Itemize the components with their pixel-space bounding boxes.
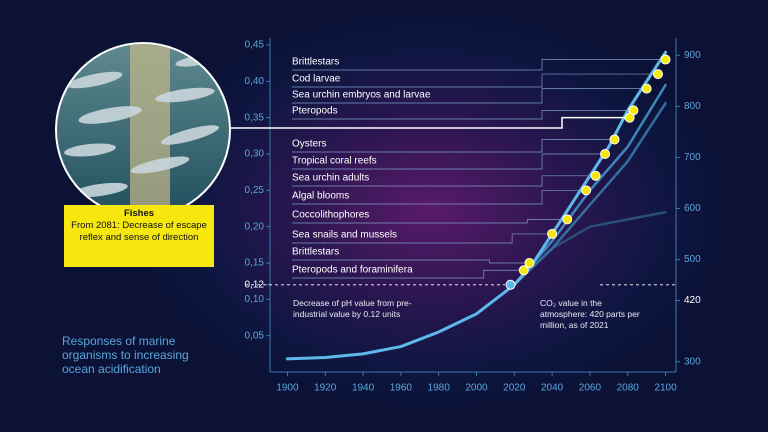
marker-dot xyxy=(590,170,601,181)
x-tick-label: 2020 xyxy=(503,383,526,394)
y2-tick-label: 300 xyxy=(684,356,701,367)
leader-line xyxy=(292,219,568,224)
marker-dot xyxy=(660,54,671,65)
fishes-connector xyxy=(231,116,630,129)
y2-tick-label: 600 xyxy=(684,203,701,214)
y-tick-label: 0,10 xyxy=(245,294,265,305)
current-dot xyxy=(505,279,516,290)
marker-dot xyxy=(524,258,535,268)
chart-title: Responses of marine organisms to increas… xyxy=(62,334,189,376)
leader-line xyxy=(292,233,553,244)
marker-label: Brittlestars xyxy=(292,57,339,68)
y2-tick-label: 800 xyxy=(684,101,701,112)
leader-line xyxy=(292,139,615,153)
marker-dot xyxy=(600,149,611,159)
x-tick-label: 1920 xyxy=(314,383,337,394)
leader-line xyxy=(292,189,587,205)
fishes-text: From 2081: Decrease of escape reflex and… xyxy=(71,220,207,243)
marker-dot xyxy=(641,83,652,94)
fishes-title: Fishes xyxy=(123,208,155,219)
marker-dot xyxy=(547,228,558,239)
y-tick-label: 0,30 xyxy=(245,149,265,160)
leader-line xyxy=(292,73,658,88)
y-tick-label: 0,25 xyxy=(245,185,265,196)
marker-label: Tropical coral reefs xyxy=(292,156,377,167)
y2-tick-label: 900 xyxy=(684,50,701,61)
y-tick-label: 0,05 xyxy=(245,330,265,341)
marker-label: Oysters xyxy=(292,139,326,150)
marker-label: Pteropods and foraminifera xyxy=(292,265,413,276)
x-tick-label: 1960 xyxy=(390,383,413,394)
marker-label: Algal blooms xyxy=(292,191,349,202)
leader-line xyxy=(292,153,606,170)
fish-photo xyxy=(55,42,231,218)
y-tick-label: 0,45 xyxy=(245,40,265,51)
leader-line xyxy=(292,269,524,279)
leader-line xyxy=(292,59,666,71)
annotation: Decrease of pH value from pre-industrial… xyxy=(293,298,412,319)
y2-tick-label: 500 xyxy=(684,254,701,265)
y2-tick-label: 700 xyxy=(684,152,701,163)
leader-line xyxy=(292,175,596,187)
line-series xyxy=(513,101,667,287)
marker-dot xyxy=(652,69,663,80)
marker-label: Cod larvae xyxy=(292,74,341,85)
x-tick-label: 2100 xyxy=(654,383,677,394)
marker-label: Coccolithophores xyxy=(292,210,369,221)
x-tick-label: 1980 xyxy=(428,383,451,394)
line-series xyxy=(513,210,667,287)
marker-label: Brittlestars xyxy=(292,247,339,258)
x-tick-label: 1900 xyxy=(276,383,299,394)
leader-line xyxy=(292,259,530,264)
fishes-box: Fishes From 2081: Decrease of escape refl… xyxy=(64,205,214,267)
x-tick-label: 2060 xyxy=(579,383,602,394)
marker-dot xyxy=(562,214,573,225)
x-tick-label: 2000 xyxy=(465,383,488,394)
annotation: CO₂ value in the atmosphere: 420 parts p… xyxy=(540,298,640,330)
fishes-dot xyxy=(624,112,635,123)
x-tick-label: 2080 xyxy=(617,383,640,394)
marker-dot xyxy=(581,185,592,196)
leader-line xyxy=(292,88,647,104)
y-tick-label: 0,15 xyxy=(245,258,265,269)
y-tick-label: 0,35 xyxy=(245,112,265,123)
y2-tick-label: 420 xyxy=(684,295,701,306)
marker-label: Sea urchin embryos and larvae xyxy=(292,90,431,101)
x-tick-label: 1940 xyxy=(352,383,375,394)
y-tick-label: 0,20 xyxy=(245,221,265,232)
marker-label: Sea urchin adults xyxy=(292,173,369,184)
y-tick-label: 0,40 xyxy=(245,76,265,87)
y-tick-label: 0,12 xyxy=(245,279,265,290)
marker-dot xyxy=(518,265,529,276)
x-tick-label: 2040 xyxy=(541,383,564,394)
leader-line xyxy=(292,110,634,120)
marker-dot xyxy=(609,134,620,145)
marker-label: Sea snails and mussels xyxy=(292,230,397,241)
marker-label: Pteropods xyxy=(292,106,338,117)
